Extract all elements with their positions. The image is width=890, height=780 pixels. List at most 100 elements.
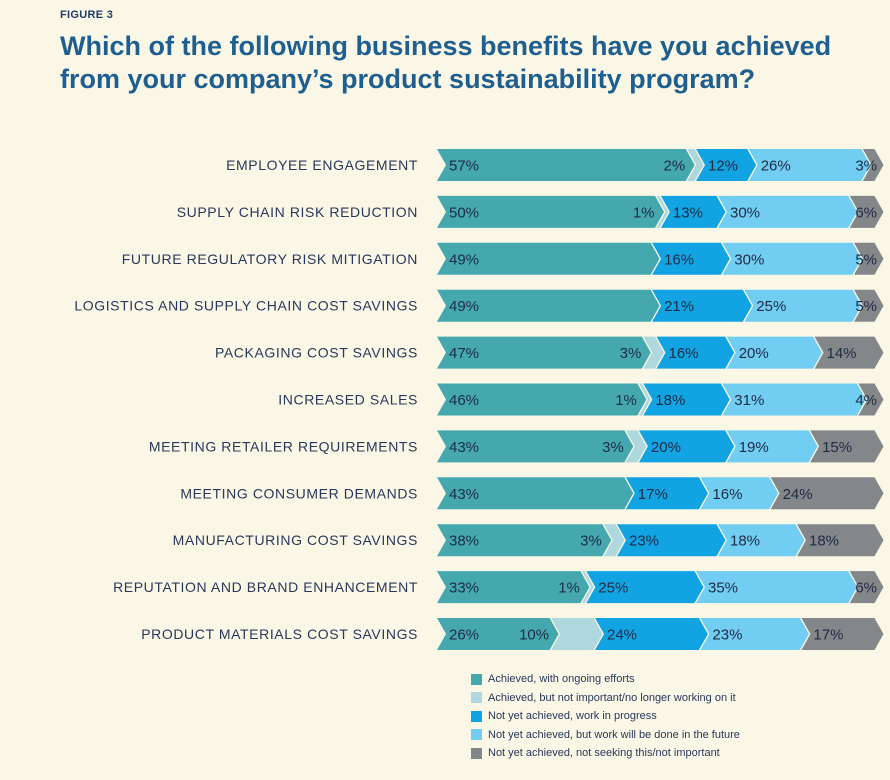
value-label: 18% [730,533,760,550]
bar-segment [595,618,708,650]
value-label: 3% [855,158,877,175]
value-label: 17% [638,486,668,503]
bar-segment [718,524,805,557]
bar-segment [744,289,862,322]
value-label: 1% [615,392,637,409]
value-label: 12% [708,158,738,175]
value-label: 18% [655,392,685,409]
bar-segment [726,336,822,369]
category-label: MEETING CONSUMER DEMANDS [180,485,418,501]
legend-item: Not yet achieved, work in progress [471,707,740,726]
bar-segment [660,195,726,228]
bar-segment [437,477,634,510]
value-label: 50% [449,204,479,221]
value-label: 5% [855,298,877,315]
value-label: 5% [855,251,877,268]
value-label: 3% [580,533,602,550]
value-label: 23% [629,533,659,550]
legend-swatch [471,729,482,741]
bar-segment [696,149,757,181]
bar-segment [437,524,612,557]
bar-segment [797,524,884,557]
category-label: EMPLOYEE ENGAGEMENT [226,157,418,173]
bar-segment [437,195,664,228]
bar-segment [551,618,603,650]
value-label: 43% [449,486,479,503]
bar-segment [437,289,660,322]
bar-segment [814,336,884,369]
value-label: 16% [669,345,699,362]
category-label: INCREASED SALES [278,392,418,408]
bar-segment [726,430,818,463]
value-label: 49% [449,251,479,268]
value-label: 6% [855,580,877,597]
stacked-bar-chart: EMPLOYEE ENGAGEMENT 57% 2% 12% 26% 3% SUPPLY C… [74,149,884,650]
bar-segment [722,242,862,275]
bar-segment [437,571,590,604]
legend-label: Not yet achieved, work in progress [488,710,657,723]
legend-swatch [471,710,482,722]
value-label: 30% [734,251,764,268]
legend-item: Achieved, with ongoing efforts [471,670,740,689]
bar-segment [437,430,634,463]
bar-segment [603,524,625,557]
value-label: 25% [598,580,628,597]
legend-label: Not yet achieved, not seeking this/not i… [488,747,720,760]
legend-swatch [471,673,482,685]
bar-segment [862,149,884,181]
value-label: 57% [449,158,479,175]
value-label: 20% [651,439,681,456]
chart-title: Which of the following business benefits… [60,31,832,94]
bar-segment [854,242,884,275]
category-label: PRODUCT MATERIALS COST SAVINGS [141,626,418,642]
value-label: 1% [633,204,655,221]
value-label: 26% [761,158,791,175]
value-label: 49% [449,298,479,315]
value-label: 23% [712,627,742,644]
bar-segment [437,242,660,275]
legend-swatch [471,692,482,704]
value-label: 24% [607,627,637,644]
bar-segment [700,618,809,650]
bar-segment [586,571,704,604]
bar-segment [656,336,735,369]
chart-legend: Achieved, with ongoing efforts Achieved, … [471,670,740,763]
category-label: PACKAGING COST SAVINGS [215,345,418,361]
bar-segment [625,477,708,510]
value-label: 38% [449,533,479,550]
bar-segment [718,195,858,228]
bar-segment [687,149,704,181]
legend-item: Not yet achieved, not seeking this/not i… [471,744,740,763]
category-label: LOGISTICS AND SUPPLY CHAIN COST SAVINGS [74,298,418,314]
value-label: 3% [620,345,642,362]
legend-item: Not yet achieved, but work will be done … [471,726,740,745]
bar-segment [638,430,735,463]
value-label: 31% [734,392,764,409]
bar-segment [437,618,559,650]
bar-segment [581,571,594,604]
bar-segment [748,149,871,181]
value-label: 46% [449,392,479,409]
value-label: 24% [783,486,813,503]
bar-segment [652,289,752,322]
value-label: 1% [558,580,580,597]
bar-segment [643,336,664,369]
bar-segment [858,383,884,416]
category-label: MEETING RETAILER REQUIREMENTS [149,438,418,454]
category-label: REPUTATION AND BRAND ENHANCEMENT [113,579,418,595]
value-label: 10% [519,627,549,644]
value-label: 18% [809,533,839,550]
value-label: 25% [756,298,786,315]
value-label: 26% [449,627,479,644]
bar-segment [849,195,884,228]
value-label: 47% [449,345,479,362]
bar-segment [849,571,884,604]
bar-segment [638,383,651,416]
bar-segment [437,383,647,416]
value-label: 14% [827,345,857,362]
value-label: 4% [855,392,877,409]
bar-segment [437,336,651,369]
category-label: SUPPLY CHAIN RISK REDUCTION [177,204,418,220]
bar-segment [810,430,884,463]
value-label: 21% [664,298,694,315]
